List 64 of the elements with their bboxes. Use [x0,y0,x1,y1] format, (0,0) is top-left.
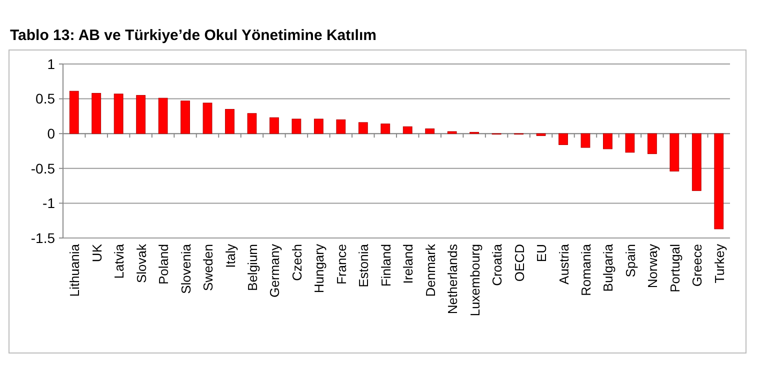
x-tick-label: Finland [378,244,394,287]
bar [714,133,724,230]
x-tick-label: EU [534,244,550,262]
x-tick-label: Bulgaria [600,243,616,292]
x-tick-label: Ireland [400,244,416,284]
bar [136,95,146,134]
bar [92,92,102,134]
y-tick-label: 1 [47,56,56,72]
bar [158,98,168,134]
bar [580,133,590,148]
x-tick-label: Netherlands [445,244,460,314]
x-tick-label: Denmark [422,244,438,297]
x-tick-label: Czech [289,244,304,281]
bar [603,133,612,150]
bar [202,102,212,134]
x-tick-label: Portugal [667,244,682,292]
bar [447,131,457,134]
y-tick-label: 0 [47,126,56,142]
bar [180,100,190,134]
x-tick-label: OECD [512,244,527,282]
x-tick-label: Norway [645,244,660,288]
x-tick-label: Romania [578,243,594,296]
x-tick-label: Greece [690,244,705,287]
x-tick-label: UK [89,244,104,262]
x-tick-label: France [334,244,349,284]
x-tick-label: Slovenia [178,243,194,294]
x-tick-label: Slovak [134,244,149,284]
x-tick-label: Sweden [200,244,216,291]
bar [380,124,390,134]
x-tick-label: Estonia [356,243,372,288]
bar [336,119,346,134]
bar [358,122,368,134]
x-tick-label: Belgium [244,244,260,291]
x-tick-label: Spain [622,244,638,278]
x-tick-label: Hungary [312,244,327,294]
bar [292,118,302,134]
x-tick-label: Turkey [712,244,727,284]
bar [558,133,568,145]
bar [114,94,124,134]
x-tick-label: Luxembourg [467,244,482,316]
x-tick-label: Italy [222,244,238,268]
bar [692,133,702,191]
bar [225,108,234,134]
bar [270,117,279,134]
bar [647,133,657,154]
bar [670,133,680,172]
x-tick-label: Latvia [112,243,127,279]
bar [247,113,257,134]
x-tick-label: Croatia [490,243,505,286]
y-tick-label: -1.5 [30,230,56,246]
y-tick-label: -1 [42,195,56,212]
chart-title: Tablo 13: AB ve Türkiye’de Okul Yönetimine Katılım [10,27,376,44]
x-tick-label: Austria [556,243,572,284]
bar [402,126,412,134]
bar [314,118,324,134]
y-tick-label: 0.5 [36,90,56,107]
x-tick-label: Poland [156,244,172,284]
bar [625,133,635,153]
x-tick-label: Germany [267,244,282,298]
bar [69,90,79,134]
bar [536,133,546,136]
y-tick-label: -0.5 [30,160,56,176]
x-tick-label: Lithuania [67,243,82,297]
bar [425,128,435,134]
